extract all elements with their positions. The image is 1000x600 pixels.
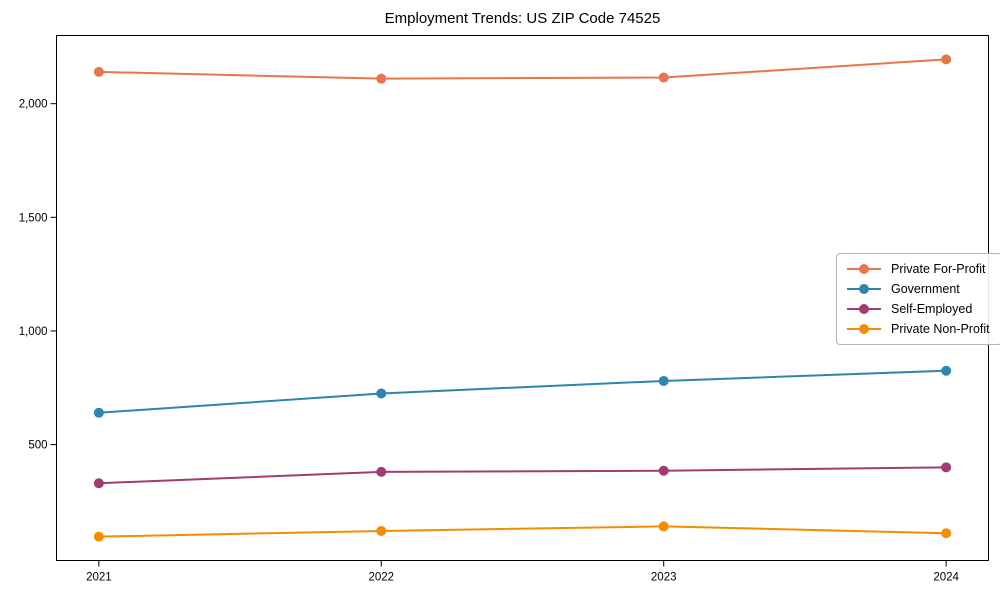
series-line-private-for-profit	[98, 58, 947, 80]
legend-line-marker-icon	[847, 284, 881, 294]
data-point-marker	[941, 365, 952, 376]
x-tick-label: 2021	[86, 572, 112, 584]
chart-title: Employment Trends: US ZIP Code 74525	[385, 10, 661, 27]
data-point-marker	[658, 375, 669, 386]
data-point-marker	[658, 521, 669, 532]
y-tick-label: 2,000	[19, 99, 48, 111]
legend-line-marker-icon	[847, 324, 881, 334]
data-point-marker	[658, 72, 669, 83]
legend-line-marker-icon	[847, 264, 881, 274]
legend-item: Private For-Profit	[845, 261, 990, 277]
series-line-private-non-profit	[98, 525, 947, 538]
y-tick-label: 500	[28, 440, 47, 452]
x-tick-label: 2022	[368, 572, 394, 584]
legend-label: Government	[891, 282, 960, 296]
data-point-marker	[376, 466, 387, 477]
legend-line-marker-icon	[847, 304, 881, 314]
data-point-marker	[941, 54, 952, 65]
legend-item: Self-Employed	[845, 301, 990, 317]
data-point-marker	[93, 531, 104, 542]
legend-label: Private For-Profit	[891, 262, 986, 276]
data-point-marker	[376, 525, 387, 536]
y-tick-label: 1,000	[19, 326, 48, 338]
data-point-marker	[941, 462, 952, 473]
data-point-marker	[376, 388, 387, 399]
data-point-marker	[93, 407, 104, 418]
chart-legend: Private For-Profit Government Self-Emplo…	[836, 253, 1000, 345]
series-line-self-employed	[98, 466, 947, 485]
legend-item: Government	[845, 281, 990, 297]
legend-label: Private Non-Profit	[891, 322, 990, 336]
x-tick-label: 2023	[651, 572, 677, 584]
y-tick-label: 1,500	[19, 212, 48, 224]
data-point-marker	[658, 465, 669, 476]
series-line-government	[98, 369, 947, 414]
legend-label: Self-Employed	[891, 302, 973, 316]
x-tick-label: 2024	[933, 572, 959, 584]
data-point-marker	[93, 478, 104, 489]
data-point-marker	[376, 73, 387, 84]
data-point-marker	[93, 66, 104, 77]
legend-item: Private Non-Profit	[845, 321, 990, 337]
data-point-marker	[941, 528, 952, 539]
